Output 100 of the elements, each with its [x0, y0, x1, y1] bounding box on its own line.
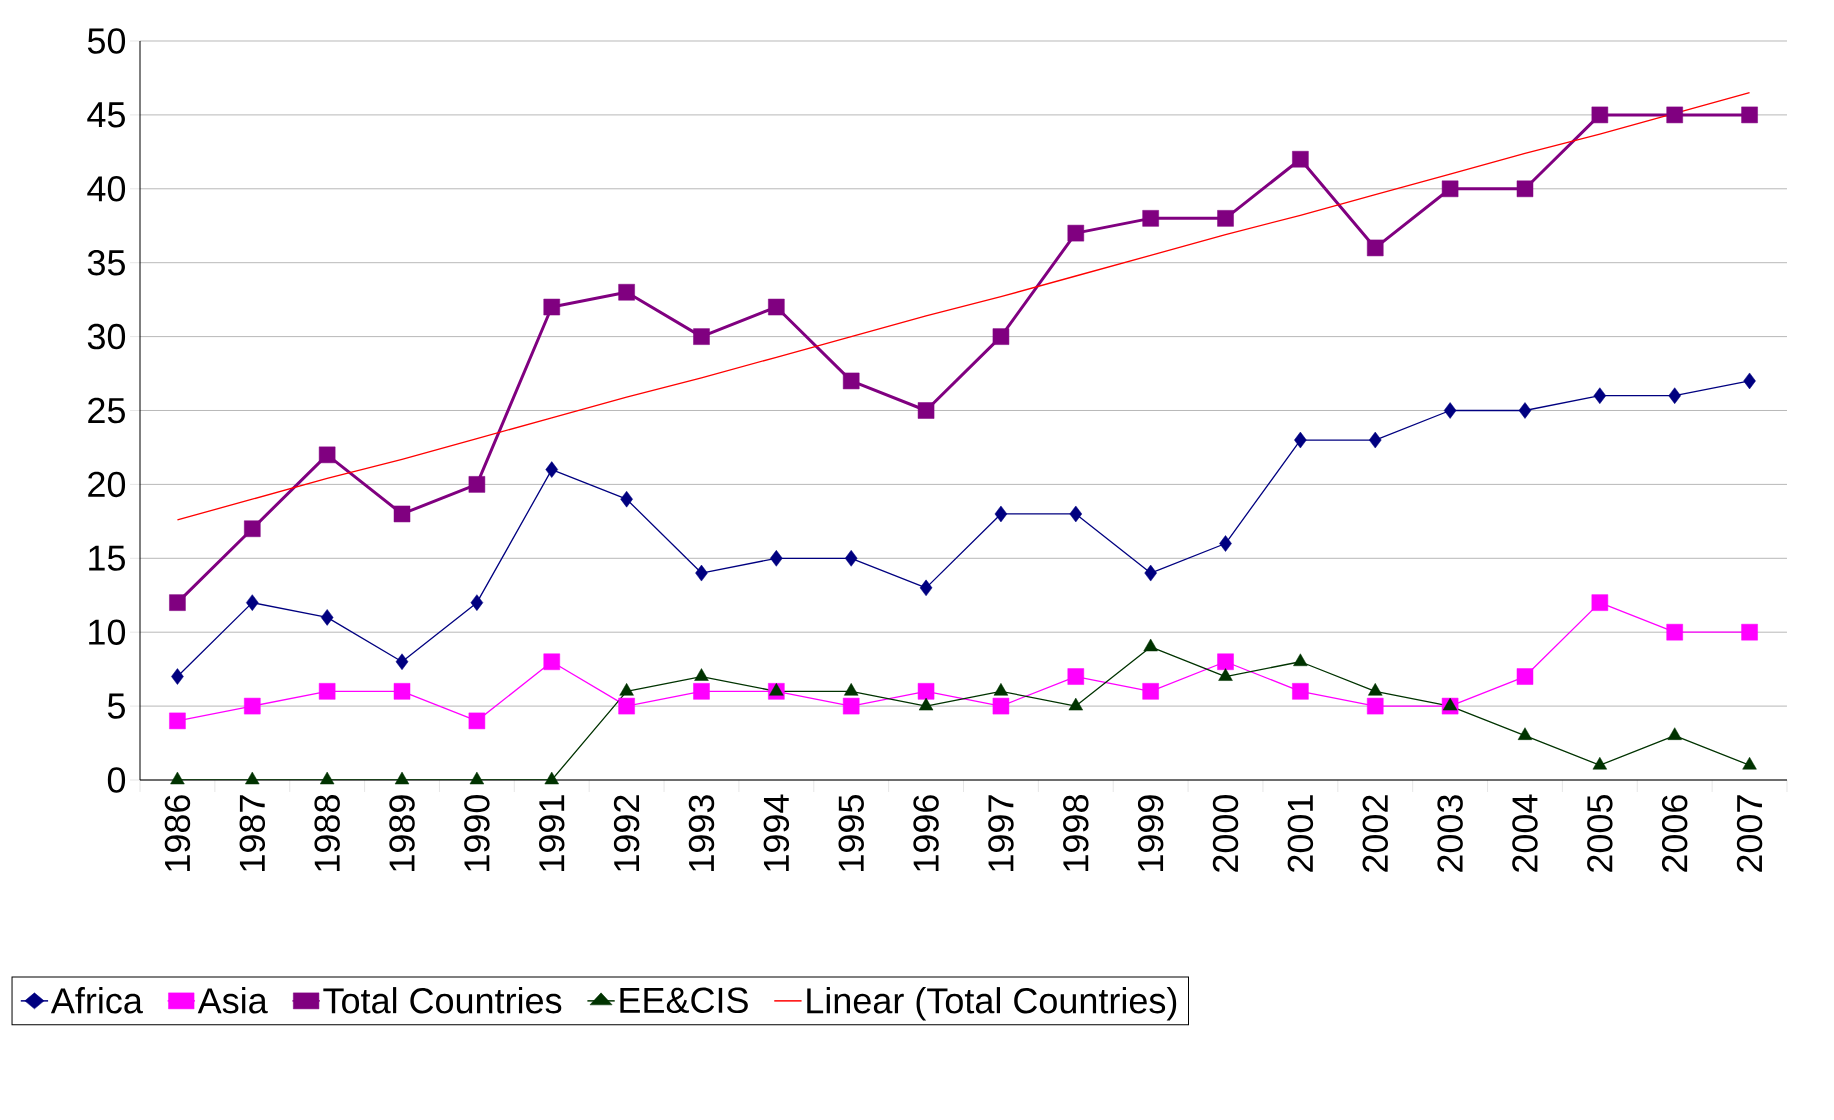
point — [1516, 180, 1534, 198]
point — [394, 771, 410, 785]
point — [1666, 623, 1683, 641]
x-tick-label: 2006 — [1661, 795, 1688, 872]
y-tick-label: 10 — [89, 619, 126, 645]
point — [1741, 106, 1758, 124]
point — [1667, 727, 1682, 740]
point — [1743, 372, 1756, 390]
point — [1142, 683, 1159, 700]
point — [769, 683, 784, 696]
point — [1592, 756, 1608, 770]
x-tick-label: 1994 — [763, 794, 790, 871]
x-tick-label: 2000 — [1212, 794, 1239, 872]
point — [1142, 210, 1159, 227]
point — [1741, 623, 1758, 641]
x-tick-label: 2004 — [1512, 794, 1538, 872]
point — [1294, 431, 1307, 449]
point — [618, 284, 635, 301]
x-tick-label: 1999 — [1137, 795, 1164, 871]
point — [844, 550, 858, 567]
point — [468, 712, 486, 730]
point — [1668, 387, 1681, 404]
point — [1368, 683, 1383, 696]
point — [169, 594, 186, 611]
point — [1367, 697, 1384, 715]
legend-label: Linear (Total Countries) — [807, 987, 1177, 1021]
point — [171, 668, 184, 685]
x-tick-label: 1989 — [389, 795, 415, 871]
point — [693, 683, 710, 700]
point — [1442, 697, 1458, 711]
point — [917, 402, 935, 419]
x-tick-label: 2005 — [1587, 795, 1613, 872]
point — [319, 771, 335, 785]
point — [468, 476, 486, 493]
y-tick-label: 15 — [89, 545, 125, 571]
point — [1292, 150, 1309, 168]
point — [619, 683, 634, 696]
point — [543, 298, 560, 316]
point — [1518, 402, 1532, 419]
point — [543, 653, 560, 671]
point — [994, 505, 1008, 523]
point — [1742, 756, 1757, 770]
legend-label: Asia — [197, 987, 268, 1014]
y-tick-label: 45 — [87, 102, 125, 128]
y-tick-label: 40 — [87, 176, 126, 202]
y-tick-label: 50 — [87, 28, 126, 54]
legend-label: Total Countries — [323, 987, 562, 1014]
x-tick-label: 2001 — [1287, 795, 1314, 872]
point — [318, 446, 336, 464]
x-tick-label: 1998 — [1063, 795, 1089, 871]
point — [244, 520, 261, 537]
y-tick-label: 20 — [88, 471, 126, 498]
y-tick-label: 0 — [107, 767, 126, 793]
point — [1218, 668, 1233, 681]
point — [770, 550, 783, 567]
point — [246, 594, 259, 611]
point — [992, 697, 1010, 715]
x-tick-label: 2003 — [1437, 795, 1463, 872]
point — [1516, 668, 1534, 685]
point — [695, 564, 708, 582]
point — [917, 683, 935, 700]
point — [694, 668, 709, 681]
point — [1441, 180, 1459, 198]
x-tick-label: 1991 — [539, 795, 565, 871]
point — [1144, 564, 1157, 582]
point — [1293, 653, 1308, 667]
line-series — [176, 92, 1751, 521]
x-tick-label: 1997 — [988, 795, 1014, 871]
point — [993, 683, 1009, 696]
point — [768, 298, 785, 316]
point — [395, 653, 409, 671]
point — [1292, 683, 1309, 700]
point — [1367, 239, 1384, 257]
x-tick-label: 1988 — [314, 795, 340, 871]
point — [1069, 505, 1083, 523]
point — [170, 771, 185, 785]
point — [842, 697, 860, 715]
point — [1443, 402, 1457, 419]
x-tick-label: 1996 — [913, 795, 939, 871]
point — [844, 683, 859, 696]
point — [393, 683, 411, 700]
point — [1067, 668, 1085, 685]
point — [470, 594, 484, 611]
point — [320, 609, 334, 626]
y-tick-label: 35 — [87, 249, 125, 276]
point — [245, 771, 260, 785]
point — [618, 697, 635, 715]
x-tick-label: 2002 — [1362, 795, 1388, 872]
point — [919, 579, 933, 597]
point — [393, 505, 411, 523]
x-tick-label: 2007 — [1736, 795, 1763, 872]
legend-label: Africa — [50, 987, 143, 1014]
point — [1369, 431, 1382, 449]
point — [1591, 594, 1609, 611]
point — [1068, 697, 1083, 711]
point — [620, 490, 633, 508]
point — [1143, 638, 1158, 652]
point — [169, 712, 186, 730]
point — [693, 328, 710, 345]
point — [1217, 653, 1234, 671]
